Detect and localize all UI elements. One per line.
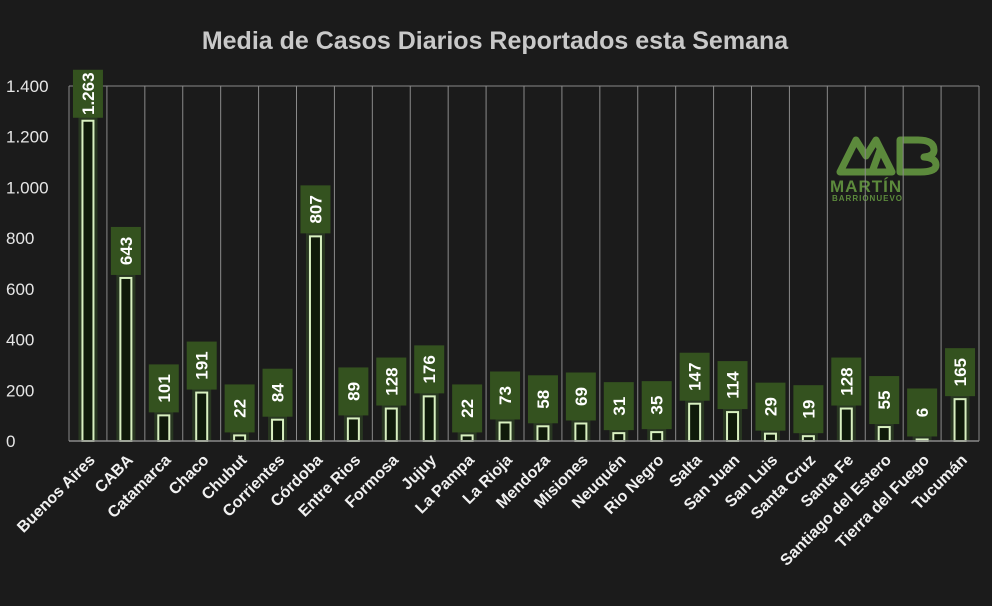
bar xyxy=(157,414,171,442)
data-label-box xyxy=(110,226,141,275)
data-label-box xyxy=(490,371,521,420)
data-label: 29 xyxy=(761,397,780,416)
data-label: 147 xyxy=(686,363,705,391)
bar xyxy=(688,402,702,443)
data-label-box xyxy=(148,364,179,413)
grid-lines xyxy=(68,85,980,441)
data-label-box xyxy=(907,388,938,437)
data-label-box xyxy=(262,368,293,417)
data-label-box xyxy=(527,375,558,424)
data-label: 84 xyxy=(269,383,288,402)
bar xyxy=(384,407,398,442)
data-label-box xyxy=(755,382,786,431)
bar xyxy=(119,276,133,443)
y-tick-label: 400 xyxy=(6,331,34,350)
bar xyxy=(763,432,777,442)
data-label-box xyxy=(224,384,255,433)
data-label: 101 xyxy=(155,374,174,402)
data-label: 165 xyxy=(951,358,970,386)
data-label: 22 xyxy=(231,399,250,418)
data-label: 19 xyxy=(799,400,818,419)
data-label-box xyxy=(565,372,596,421)
data-label: 128 xyxy=(382,367,401,395)
data-label: 31 xyxy=(610,397,629,416)
bar xyxy=(839,407,853,442)
bar xyxy=(81,119,95,442)
data-label-box xyxy=(338,367,369,416)
y-tick-label: 200 xyxy=(6,381,34,400)
bar xyxy=(498,421,512,443)
data-label-box xyxy=(300,185,331,234)
data-label: 643 xyxy=(117,237,136,265)
bar xyxy=(612,432,626,442)
data-label-box xyxy=(414,345,445,394)
data-label: 191 xyxy=(193,351,212,379)
y-tick-label: 800 xyxy=(6,229,34,248)
data-label: 1.263 xyxy=(79,72,98,115)
data-label: 176 xyxy=(420,355,439,383)
data-label-box xyxy=(186,341,217,390)
bar xyxy=(650,431,664,442)
watermark-logo: MARTÍN BARRIONUEVO xyxy=(830,136,940,203)
data-label: 807 xyxy=(306,195,325,223)
bar xyxy=(422,395,436,442)
y-tick-label: 0 xyxy=(6,432,15,451)
data-label-box xyxy=(641,381,672,430)
bar xyxy=(233,434,247,442)
bar xyxy=(460,434,474,442)
data-label: 35 xyxy=(648,396,667,415)
data-label: 128 xyxy=(837,367,856,395)
data-label-box xyxy=(869,376,900,425)
data-label-box xyxy=(793,385,824,434)
x-tick-label: Buenos Aires xyxy=(14,452,99,537)
chart-title: Media de Casos Diarios Reportados esta S… xyxy=(202,27,789,55)
data-label: 22 xyxy=(458,399,477,418)
y-tick-label: 1.400 xyxy=(6,77,49,96)
data-label-box xyxy=(831,357,862,406)
data-label-box xyxy=(603,382,634,431)
bars xyxy=(78,116,970,443)
y-tick-label: 600 xyxy=(6,280,34,299)
y-axis: 0 200 400 600 800 1.000 1.200 1.400 xyxy=(6,77,49,451)
data-label-box xyxy=(679,352,710,401)
bar xyxy=(536,425,550,442)
data-label: 89 xyxy=(344,382,363,401)
data-label-box xyxy=(717,361,748,410)
logo-mark-icon xyxy=(836,136,896,176)
data-label: 6 xyxy=(913,408,932,417)
data-label-box xyxy=(452,384,483,433)
x-axis: Buenos AiresCABACatamarcaChacoChubutCorr… xyxy=(14,451,971,569)
bar xyxy=(726,411,740,443)
bar xyxy=(574,422,588,442)
logo-b-icon xyxy=(896,136,940,176)
data-label-box xyxy=(376,357,407,406)
bar xyxy=(346,417,360,442)
data-label: 114 xyxy=(724,371,743,399)
bar xyxy=(308,235,322,442)
data-label: 69 xyxy=(572,387,591,406)
y-tick-label: 1.200 xyxy=(6,128,49,147)
y-tick-label: 1.000 xyxy=(6,178,49,197)
data-labels: 1.263 643 101 191 22 84 807 89 128 176 22 73 58 69 31 3… xyxy=(72,69,976,437)
data-label: 73 xyxy=(496,386,515,405)
bar xyxy=(271,418,285,443)
bar-glow xyxy=(912,435,932,441)
data-label-box xyxy=(72,69,103,118)
bar xyxy=(195,391,209,443)
data-label: 55 xyxy=(875,391,894,410)
bar xyxy=(953,398,967,442)
data-label: 58 xyxy=(534,390,553,409)
data-label-box xyxy=(945,348,976,397)
bar xyxy=(877,426,891,442)
logo-surname: BARRIONUEVO xyxy=(832,194,903,203)
